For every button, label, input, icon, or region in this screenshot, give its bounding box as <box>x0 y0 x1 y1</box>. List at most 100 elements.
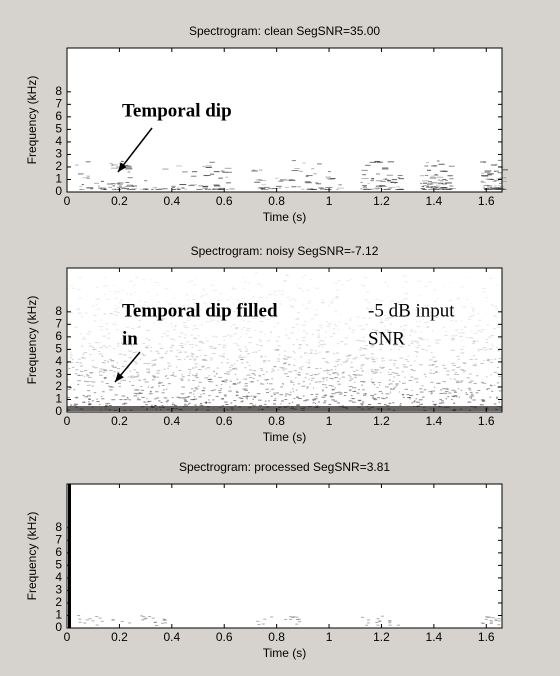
spectrogram-texture <box>328 385 332 387</box>
spectrogram-texture <box>479 319 482 321</box>
spectrogram-texture <box>429 372 432 374</box>
spectrogram-texture <box>468 337 473 339</box>
spectrogram-texture <box>224 381 227 383</box>
spectrogram-texture <box>401 371 404 373</box>
spectrogram-texture <box>448 165 455 167</box>
spectrogram-texture <box>488 616 492 618</box>
spectrogram-texture <box>121 366 126 368</box>
spectrogram-texture <box>325 337 327 339</box>
spectrogram-texture <box>167 362 170 364</box>
spectrogram-texture <box>416 342 419 344</box>
spectrogram-texture <box>80 345 84 347</box>
spectrogram-texture <box>156 370 161 372</box>
spectrogram-texture <box>450 378 452 380</box>
spectrogram-texture <box>373 188 379 190</box>
spectrogram-texture <box>454 395 458 397</box>
spectrogram-texture <box>265 379 268 381</box>
spectrogram-texture <box>466 377 470 379</box>
spectrogram-texture <box>86 373 89 375</box>
spectrogram-texture <box>297 383 301 385</box>
spectrogram-texture <box>337 187 345 189</box>
spectrogram-texture <box>478 319 480 321</box>
spectrogram-texture <box>327 372 329 374</box>
spectrogram-texture <box>162 619 166 621</box>
spectrogram-texture <box>457 358 460 360</box>
spectrogram-texture <box>231 288 235 290</box>
spectrogram-texture <box>67 379 69 381</box>
spectrogram-texture <box>431 313 433 315</box>
spectrogram-texture <box>374 393 377 395</box>
spectrogram-texture <box>252 370 257 372</box>
spectrogram-texture <box>101 381 104 383</box>
spectrogram-texture <box>192 356 194 358</box>
spectrogram-texture <box>388 187 393 189</box>
spectrogram-texture <box>459 335 464 337</box>
spectrogram-texture <box>121 395 126 397</box>
spectrogram-texture <box>140 389 145 391</box>
spectrogram-texture <box>347 354 352 356</box>
spectrogram-texture <box>430 381 434 383</box>
spectrogram-texture <box>167 367 169 369</box>
spectrogram-texture <box>322 346 324 348</box>
spectrogram-texture <box>253 307 257 309</box>
spectrogram-texture <box>116 362 118 364</box>
spectrogram-texture <box>274 290 277 292</box>
spectrogram-texture <box>181 386 185 388</box>
spectrogram-texture <box>263 317 266 319</box>
spectrogram-texture <box>121 338 124 340</box>
spectrogram-texture <box>421 385 424 387</box>
spectrogram-texture <box>77 288 81 290</box>
spectrogram-texture <box>121 289 124 291</box>
spectrogram-texture <box>311 377 315 379</box>
spectrogram-texture <box>129 299 131 301</box>
spectrogram-texture <box>429 315 432 317</box>
spectrogram-texture <box>164 288 169 290</box>
spectrogram-texture <box>263 188 269 190</box>
spectrogram-texture <box>372 398 377 400</box>
spectrogram-texture <box>497 172 503 174</box>
spectrogram-texture <box>384 178 388 180</box>
spectrogram-texture <box>323 378 325 380</box>
spectrogram-texture <box>451 389 455 391</box>
spectrogram-texture <box>437 182 444 184</box>
annotation: Temporal dip <box>122 100 232 121</box>
spectrogram-texture <box>471 343 475 345</box>
spectrogram-texture <box>470 395 475 397</box>
spectrogram-texture <box>151 617 155 619</box>
spectrogram-texture <box>493 180 497 182</box>
spectrogram-texture <box>242 276 244 278</box>
spectrogram-texture <box>312 402 315 404</box>
spectrogram-texture <box>453 373 457 375</box>
spectrogram-texture <box>273 399 277 401</box>
spectrogram-texture <box>149 390 152 392</box>
spectrogram-texture <box>349 390 352 392</box>
spectrogram-texture <box>216 372 218 374</box>
spectrogram-texture <box>465 393 469 395</box>
spectrogram-texture <box>436 184 441 186</box>
spectrogram-texture <box>201 390 205 392</box>
spectrogram-texture <box>103 313 106 315</box>
panel: Spectrogram: noisy SegSNR=-7.120 0.2 0.4 0.… <box>25 244 503 444</box>
spectrogram-texture <box>67 284 70 286</box>
spectrogram-texture <box>246 361 249 363</box>
spectrogram-texture <box>225 379 228 381</box>
spectrogram-texture <box>414 360 416 362</box>
spectrogram-texture <box>480 399 485 401</box>
spectrogram-texture <box>246 327 251 329</box>
spectrogram-texture <box>331 372 336 374</box>
spectrogram-texture <box>274 349 279 351</box>
spectrogram-texture <box>355 339 360 341</box>
spectrogram-texture <box>79 333 82 335</box>
spectrogram-texture <box>370 394 375 396</box>
spectrogram-texture <box>344 323 348 325</box>
spectrogram-texture <box>95 287 99 289</box>
spectrogram-texture <box>416 401 420 403</box>
spectrogram-texture <box>449 314 452 316</box>
spectrogram-texture <box>372 361 376 363</box>
spectrogram-texture <box>351 329 356 331</box>
spectrogram-texture <box>471 315 475 317</box>
spectrogram-texture <box>220 388 223 390</box>
spectrogram-texture <box>161 384 165 386</box>
spectrogram-texture <box>77 615 81 617</box>
spectrogram-texture <box>70 404 73 406</box>
